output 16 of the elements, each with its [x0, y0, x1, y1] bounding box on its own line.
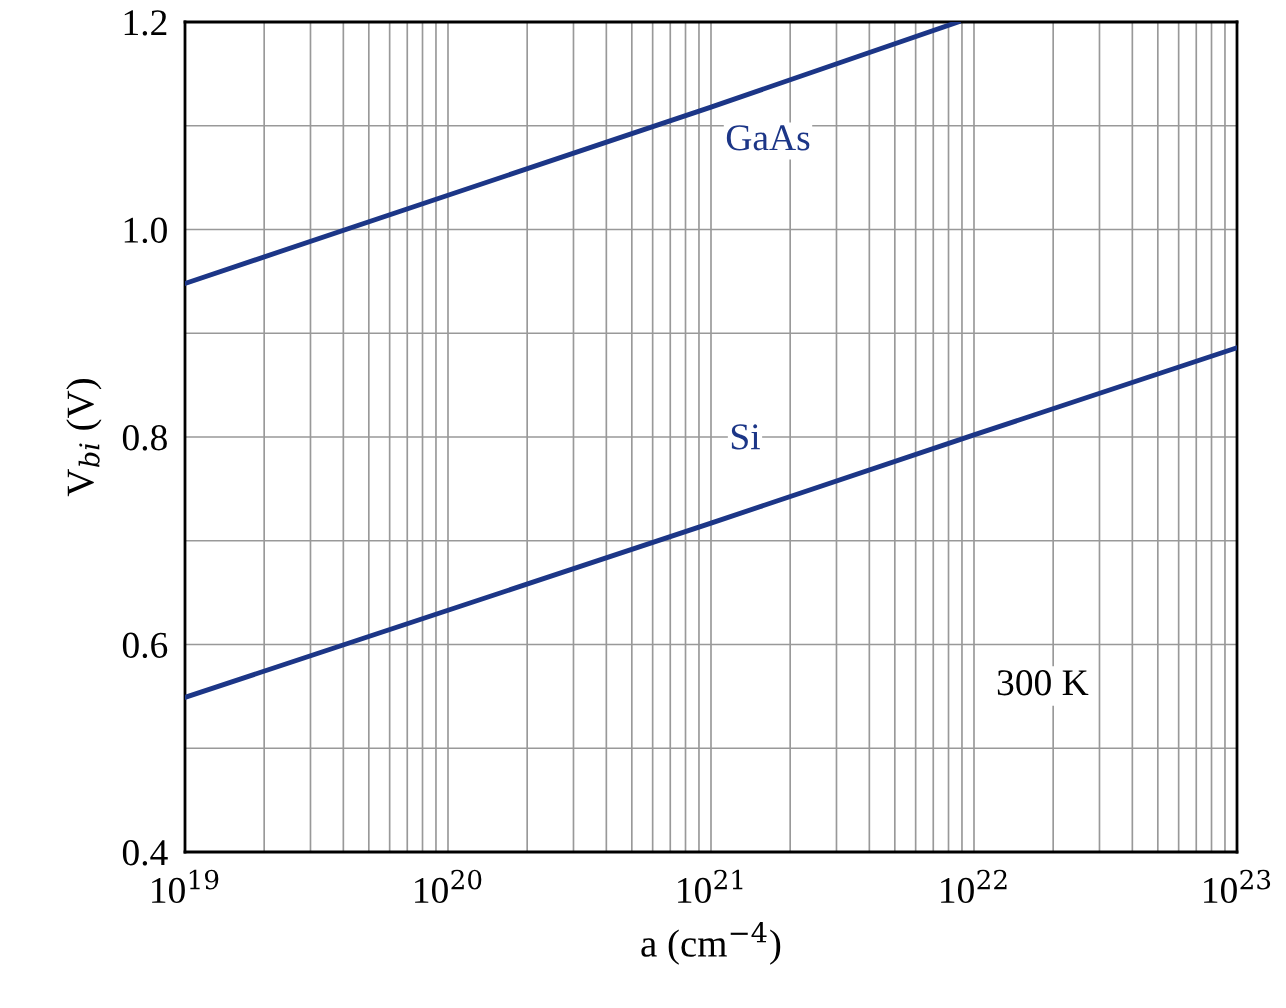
- x-tick-label: 10$^{23}$: [1204, 869, 1271, 904]
- x-tick-label: 10$^{19}$: [152, 869, 219, 904]
- series-label: GaAs: [726, 125, 810, 151]
- y-tick-label: 0.4: [122, 840, 168, 866]
- x-axis-title: a (cm$^{−4}$): [641, 922, 781, 965]
- y-tick-label: 0.8: [122, 425, 167, 451]
- y-tick-label: 1.2: [124, 10, 167, 36]
- line-series: [185, 345, 1237, 700]
- y-axis-title: V$_{bi}$ (V): [66, 379, 102, 497]
- annotation: 300 K: [997, 670, 1089, 696]
- x-tick-label: 10$^{20}$: [415, 869, 482, 904]
- x-tick-label: 10$^{21}$: [678, 869, 743, 904]
- y-tick-label: 0.6: [122, 632, 168, 659]
- series-label: Si: [731, 424, 760, 450]
- x-tick-label: 10$^{22}$: [941, 869, 1007, 904]
- y-tick-label: 1.0: [124, 217, 167, 244]
